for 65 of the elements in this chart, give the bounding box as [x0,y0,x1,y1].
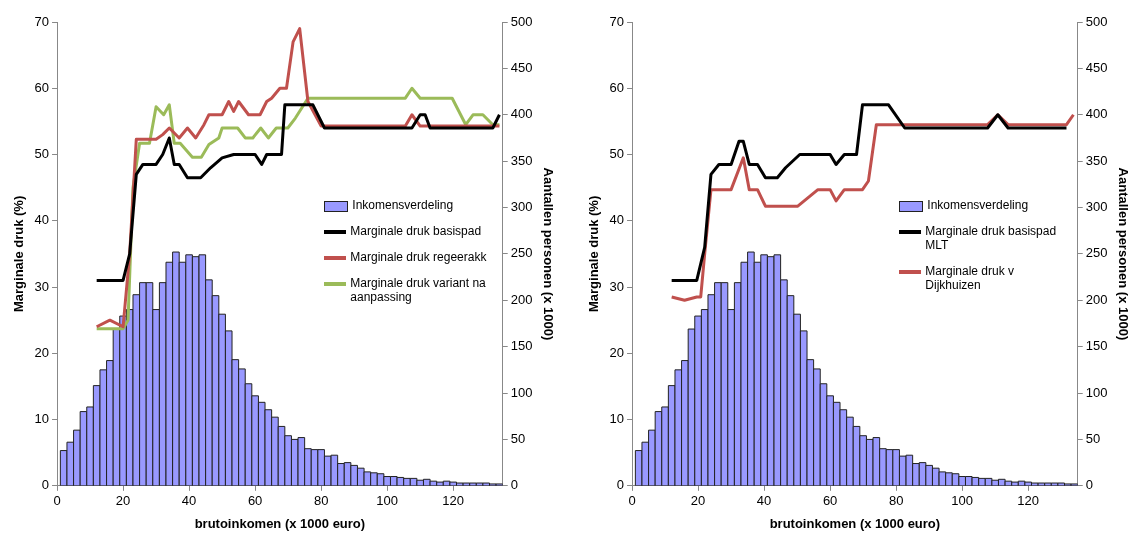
y2-tick-label: 50 [1085,431,1101,446]
y-tick-label: 50 [609,146,625,162]
y-axis-title: Marginale druk (%) [586,195,602,313]
x-tick-label: 120 [1017,493,1040,509]
x-tick-label: 0 [628,493,636,509]
y-tick-label: 20 [34,344,50,360]
y2-tick-label: 150 [1085,338,1108,354]
y2-tick-label: 450 [510,59,533,75]
x-tick-label: 60 [247,493,263,509]
x-tick-label: 40 [181,493,197,509]
legend-label: Inkomensverdeling [927,198,1029,213]
x-tick-label: 60 [822,493,838,509]
y-tick-label: 40 [34,212,50,228]
y-tick-label: 10 [34,411,50,427]
y2-tick-label: 0 [1085,477,1093,493]
x-tick-label: 40 [756,493,772,509]
y-tick-label: 20 [609,344,625,360]
x-tick-label: 100 [376,493,399,509]
y2-tick-label: 250 [1085,245,1108,261]
y2-tick-label: 350 [510,152,533,168]
legend-label: Marginale druk basispad [350,224,482,239]
x-axis-title: brutoinkomen (x 1000 euro) [194,515,366,531]
x-tick-label: 20 [690,493,706,509]
y-tick-label: 30 [609,278,625,294]
x-tick-label: 0 [53,493,61,509]
y2-tick-label: 450 [1085,59,1108,75]
y2-tick-label: 150 [510,338,533,354]
y-tick-label: 0 [41,477,50,493]
y-tick-label: 30 [34,278,50,294]
y2-axis-title: Aantallen personen (x 1000) [1115,167,1131,341]
y-tick-label: 10 [609,411,625,427]
y2-tick-label: 300 [510,199,533,215]
x-tick-label: 100 [951,493,974,509]
x-tick-label: 20 [115,493,131,509]
y-tick-label: 60 [609,79,625,95]
y2-tick-label: 250 [510,245,533,261]
legend-label: Marginale druk variant na aanpassing [350,276,487,305]
x-tick-label: 80 [313,493,329,509]
legend-label: Marginale druk v Dijkhuizen [925,264,1016,293]
x-tick-label: 120 [442,493,465,509]
y2-tick-label: 300 [1085,199,1108,215]
y-tick-label: 0 [616,477,625,493]
y-tick-label: 60 [34,79,50,95]
y-tick-label: 40 [609,212,625,228]
y2-tick-label: 50 [510,431,526,446]
y2-tick-label: 400 [510,106,533,122]
y2-tick-label: 0 [510,477,518,493]
y2-tick-label: 100 [510,384,533,400]
y-tick-label: 70 [609,13,625,29]
y2-tick-label: 350 [1085,152,1108,168]
y2-tick-label: 200 [510,291,533,307]
y-tick-label: 50 [34,146,50,162]
x-tick-label: 80 [888,493,904,509]
y2-tick-label: 500 [1085,13,1108,29]
y-tick-label: 70 [34,13,50,29]
legend-label: Marginale druk regeerakk [350,250,487,265]
y2-axis-title: Aantallen personen (x 1000) [540,167,556,341]
legend-label: Inkomensverdeling [352,198,454,213]
x-axis-title: brutoinkomen (x 1000 euro) [769,515,941,531]
y-axis-title: Marginale druk (%) [11,195,27,313]
legend-label: Marginale druk basispad MLT [925,224,1058,253]
y2-tick-label: 500 [510,13,533,29]
y2-tick-label: 100 [1085,384,1108,400]
y2-tick-label: 200 [1085,291,1108,307]
y2-tick-label: 400 [1085,106,1108,122]
